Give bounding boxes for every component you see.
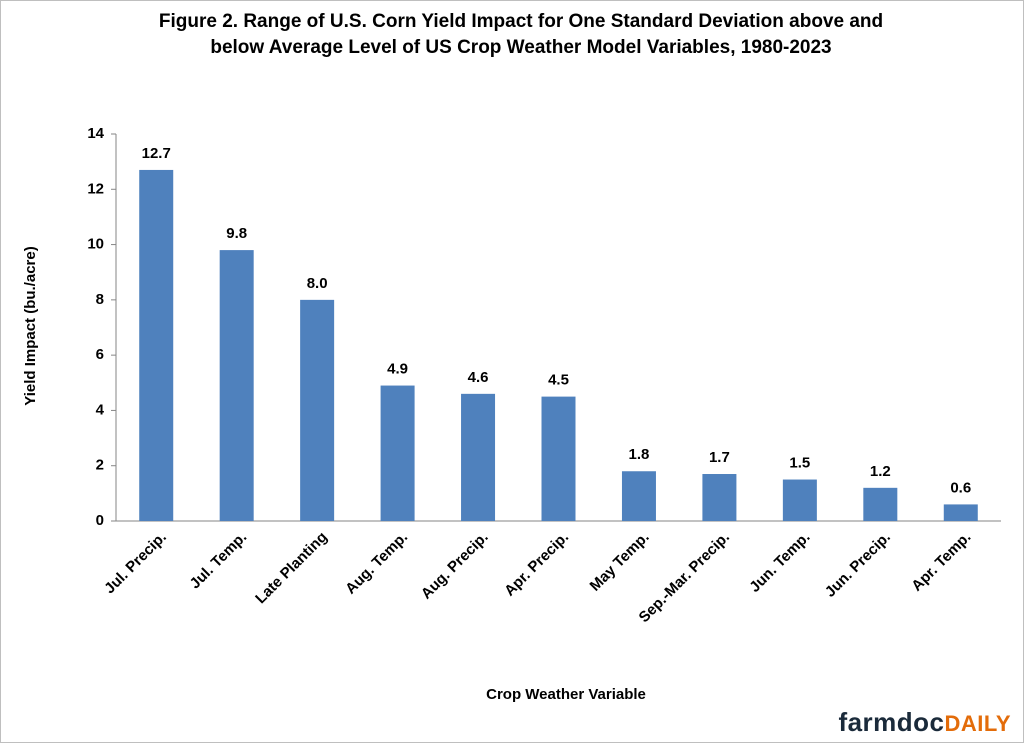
value-label: 0.6 xyxy=(950,479,971,496)
bar xyxy=(782,479,817,521)
x-tick-label: May Temp. xyxy=(587,529,653,595)
x-tick-label: Late Planting xyxy=(252,529,331,608)
logo-main: farmdoc xyxy=(838,707,945,737)
logo-suffix: DAILY xyxy=(944,711,1011,736)
bar xyxy=(702,474,737,521)
chart-title: Figure 2. Range of U.S. Corn Yield Impac… xyxy=(158,11,884,58)
x-tick-label: Apr. Temp. xyxy=(908,529,974,595)
bar xyxy=(943,504,978,521)
bar xyxy=(461,393,496,521)
x-tick-label: Jun. Precip. xyxy=(822,529,894,601)
value-label: 8.0 xyxy=(307,275,328,292)
y-tick-label: 6 xyxy=(96,346,104,363)
x-tick-label: Sep.-Mar. Precip. xyxy=(636,529,734,627)
bar xyxy=(139,169,174,521)
logo: farmdocDAILY xyxy=(838,707,1011,738)
value-label: 1.8 xyxy=(629,446,650,463)
x-tick-label: Jul. Temp. xyxy=(187,529,251,593)
value-label: 9.8 xyxy=(226,225,247,242)
x-tick-label: Aug. Temp. xyxy=(342,529,411,598)
y-axis-label: Yield Impact (bu./acre) xyxy=(22,246,39,406)
x-tick-label: Apr. Precip. xyxy=(501,529,572,600)
bar xyxy=(621,471,656,521)
x-tick-label: Jul. Precip. xyxy=(101,529,170,598)
bar xyxy=(380,385,415,521)
y-tick-label: 2 xyxy=(96,457,104,474)
bar xyxy=(300,299,335,521)
bar xyxy=(219,250,254,521)
x-tick-label: Jun. Temp. xyxy=(746,529,813,596)
value-label: 4.5 xyxy=(548,372,569,389)
value-label: 1.2 xyxy=(870,463,891,480)
y-tick-label: 0 xyxy=(96,512,104,529)
bar xyxy=(541,396,576,521)
value-label: 12.7 xyxy=(142,145,171,162)
x-axis-label: Crop Weather Variable xyxy=(486,686,646,703)
value-label: 1.7 xyxy=(709,449,730,466)
y-tick-label: 14 xyxy=(87,125,104,142)
x-tick-label: Aug. Precip. xyxy=(418,529,492,603)
bar xyxy=(863,487,898,521)
y-tick-label: 4 xyxy=(96,401,105,418)
y-tick-label: 10 xyxy=(87,236,104,253)
y-tick-label: 12 xyxy=(87,180,104,197)
value-label: 4.9 xyxy=(387,361,408,378)
value-label: 4.6 xyxy=(468,369,489,386)
value-label: 1.5 xyxy=(789,455,810,472)
y-tick-label: 8 xyxy=(96,291,104,308)
